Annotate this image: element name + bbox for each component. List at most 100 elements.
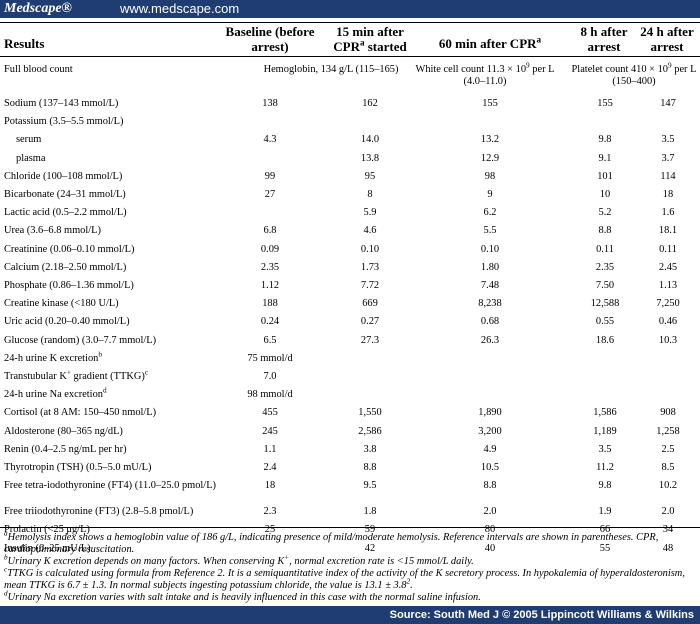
row-value: 147: [660, 98, 676, 109]
row-value: 1,890: [478, 407, 502, 419]
table-bottom-rule: [0, 527, 700, 528]
row-label: Insulin (6–25 mU/L): [4, 542, 91, 554]
row-value: 11.2: [596, 462, 614, 473]
row-value: 1,258: [656, 425, 680, 437]
row-value: 4.3: [263, 134, 277, 146]
row-value: 7.0: [263, 371, 277, 382]
row-value: 1.6: [661, 207, 675, 219]
row-label: Sodium (137–143 mmol/L): [4, 98, 119, 109]
hemoglobin-cell: Hemoglobin, 134 g/L (115–165): [263, 64, 399, 75]
row-label: Free triiodothyronine (FT3) (2.8–5.8 pmo…: [4, 506, 194, 518]
row-value: 66: [599, 524, 611, 536]
row-value: 101: [597, 170, 613, 182]
row-value: 18.6: [595, 334, 615, 346]
row-value: 0.10: [360, 243, 380, 255]
row-value: 245: [262, 425, 278, 437]
row-label: Aldosterone (80–365 ng/dL): [4, 425, 123, 437]
row-value: 138: [262, 98, 278, 109]
row-label: Cortisol (at 8 AM: 150–450 nmol/L): [4, 407, 157, 419]
col-header-baseline: Baseline (before arrest): [225, 24, 315, 54]
white-cell-count-cell: White cell count 11.3 × 109 per L (4.0–1…: [415, 61, 555, 87]
row-value: 6.5: [263, 334, 277, 346]
row-value: 1.73: [360, 261, 380, 273]
row-value: 4.6: [363, 225, 377, 237]
row-value: 1.80: [480, 261, 500, 273]
row-value: 55: [599, 542, 611, 554]
row-value: 3.8: [363, 443, 377, 455]
row-value: 48: [662, 542, 674, 554]
site-url[interactable]: www.medscape.com: [120, 1, 240, 16]
row-value: 1.12: [260, 280, 280, 291]
row-value: 0.24: [260, 316, 280, 328]
row-value: 59: [364, 524, 376, 536]
row-value: 6.8: [263, 225, 277, 237]
row-value: 8.8: [483, 480, 497, 492]
row-value: 34: [662, 524, 674, 536]
row-value: 8.5: [661, 462, 675, 473]
row-value: 8: [367, 189, 373, 200]
row-label: Phosphate (0.86–1.36 mmol/L): [4, 280, 134, 291]
row-value: 0.46: [658, 316, 678, 328]
row-value: 3.7: [661, 152, 675, 164]
row-value: 7.72: [360, 280, 380, 291]
row-value: 75 mmol/d: [247, 352, 293, 364]
full-blood-count-label: Full blood count: [4, 64, 73, 75]
row-label: serum: [16, 134, 42, 146]
row-value: 0.10: [480, 243, 500, 255]
row-value: 8.8: [598, 225, 612, 237]
row-value: 2.35: [260, 261, 280, 273]
col-header-results: Results: [4, 36, 45, 51]
row-value: 4.9: [483, 443, 497, 455]
row-value: 155: [482, 98, 498, 109]
row-value: 1.8: [363, 506, 377, 518]
row-value: 12.9: [480, 152, 500, 164]
row-value: 80: [484, 524, 496, 536]
row-value: 8.8: [363, 462, 377, 473]
row-label: Uric acid (0.20–0.40 mmol/L): [4, 316, 130, 328]
row-label: 24-h urine K excretionb: [4, 350, 102, 364]
row-label: Free tetra-iodothyronine (FT4) (11.0–25.…: [4, 480, 216, 492]
header-rule: [0, 56, 700, 57]
row-value: 18.1: [658, 225, 678, 237]
platelet-count-cell: Platelet count 410 × 109 per L (150–400): [571, 61, 697, 87]
row-label: Chloride (100–108 mmol/L): [4, 170, 123, 182]
row-value: 8,238: [478, 298, 502, 310]
footnote-b: bUrinary K excretion depends on many fac…: [4, 553, 474, 567]
row-value: 13.8: [360, 152, 380, 164]
row-value: 155: [597, 98, 613, 109]
row-value: 98: [484, 170, 496, 182]
footnote-c: cTTKG is calculated using formula from R…: [4, 565, 685, 591]
source-credit: Source: South Med J © 2005 Lippincott Wi…: [389, 609, 694, 621]
row-value: 0.11: [659, 243, 677, 255]
row-value: 2.45: [658, 261, 678, 273]
row-value: 9.8: [598, 134, 612, 146]
medscape-logo: Medscape®: [4, 1, 72, 16]
row-value: 455: [262, 407, 278, 419]
row-value: 2.3: [263, 506, 277, 518]
row-label: Creatine kinase (<180 U/L): [4, 298, 119, 310]
col-header-8h: 8 h after arrest: [580, 24, 628, 54]
row-value: 162: [362, 98, 378, 109]
row-value: 5.2: [598, 207, 612, 219]
row-label: Urea (3.6–6.8 mmol/L): [4, 225, 101, 237]
footnote-d: dUrinary Na excretion varies with salt i…: [4, 589, 481, 603]
row-label: plasma: [16, 152, 46, 164]
row-value: 12,588: [590, 298, 620, 310]
col-header-15min: 15 min after CPRa started: [333, 24, 407, 54]
row-value: 10: [599, 189, 611, 200]
row-value: 1.1: [263, 443, 277, 455]
row-label: Potassium (3.5–5.5 mmol/L): [4, 116, 124, 128]
row-label: Thyrotropin (TSH) (0.5–5.0 mU/L): [4, 462, 152, 473]
row-label: Glucose (random) (3.0–7.7 mmol/L): [4, 334, 157, 346]
row-value: 95: [364, 170, 376, 182]
row-value: 10.3: [658, 334, 678, 346]
row-value: 7.50: [595, 280, 615, 291]
row-value: 2.0: [483, 506, 497, 518]
col-header-24h: 24 h after arrest: [640, 24, 694, 54]
row-value: 25: [264, 524, 276, 536]
row-value: 0.11: [596, 243, 614, 255]
row-value: 10.5: [480, 462, 500, 473]
row-value: 18: [662, 189, 674, 200]
row-value: 1,189: [593, 425, 617, 437]
row-value: 27: [264, 189, 276, 200]
